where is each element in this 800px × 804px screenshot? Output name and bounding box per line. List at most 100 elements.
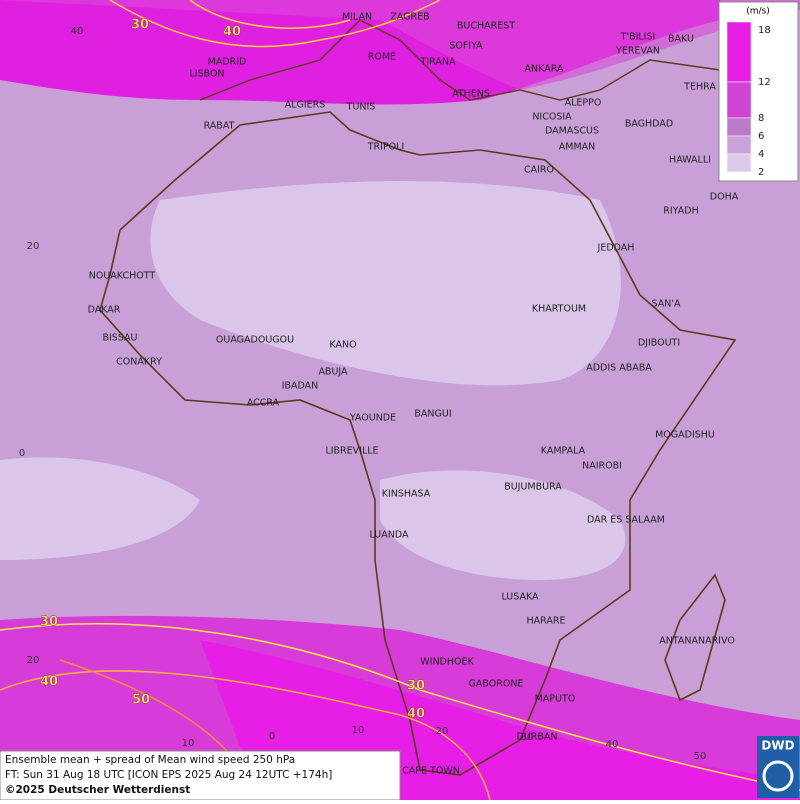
longitude-label: 0 [269,731,275,742]
city-label: ALEPPO [565,98,602,109]
legend-label: 2 [758,167,764,178]
legend-unit: (m/s) [746,7,770,17]
legend: (m/s) 18 12 8 6 4 2 [718,1,799,182]
city-label: ANKARA [525,64,564,75]
city-label: YAOUNDE [349,413,396,424]
legend-label: 6 [758,131,764,142]
latitude-label: 20 [27,241,40,252]
city-label: BAGHDAD [625,119,673,130]
city-label: BISSAU [102,333,137,344]
city-label: ABUJA [318,367,348,378]
city-label: RABAT [204,121,235,132]
city-label: ACCRA [247,398,280,409]
contour-label: 40 [407,707,425,722]
contour-label: 30 [131,18,149,33]
city-label: ADDIS ABABA [586,363,652,374]
logo: DWD [761,739,794,753]
city-label: WINDHOEK [420,657,474,668]
contour-label: 30 [407,679,425,694]
city-label: MADRID [208,57,247,68]
city-label: ANTANANARIVO [659,636,735,647]
legend-label: 12 [758,77,771,88]
legend-items: 18 12 8 6 4 2 [726,21,771,178]
city-label: LUSAKA [501,592,539,603]
legend-swatch [726,21,752,83]
city-label: HAWALLI [669,155,711,166]
city-label: BUJUMBURA [504,482,562,493]
coastline [199,19,721,101]
city-label: NAIROBI [582,461,622,472]
contour-line [109,0,441,48]
city-label: KHARTOUM [532,304,586,315]
longitude-label: 10 [352,725,365,736]
city-label: DURBAN [517,732,558,743]
city-label: DAKAR [88,305,121,316]
contour-line [189,0,351,29]
city-label: TUNIS [346,102,376,113]
contour-line [0,623,800,791]
city-label: TIRANA [420,57,456,68]
city-label: CAIRO [524,165,554,176]
city-label: BAKU [668,34,694,45]
city-label: DAR ES SALAAM [587,515,665,526]
coastline [664,573,726,702]
city-label: DJIBOUTI [638,338,680,349]
legend-label: 18 [758,25,771,36]
latitude-label: 0 [19,448,25,459]
city-label: MAPUTO [535,694,576,705]
legend-swatch [726,135,752,155]
footer-box [0,750,401,801]
light-zone [0,457,200,560]
city-label: LISBON [189,69,224,80]
wind-band [0,0,800,90]
footer-line: FT: Sun 31 Aug 18 UTC [ICON EPS 2025 Aug… [5,769,332,781]
contour-label: 30 [40,615,58,630]
city-label: NOUAKCHOTT [89,271,156,282]
longitude-label: 30 [521,732,534,743]
logo-icon [762,760,794,792]
city-label: T'BILISI [620,32,656,43]
city-label: TEHRA [683,82,716,93]
footer: Ensemble mean + spread of Mean wind spee… [5,754,332,796]
longitude-label: 40 [606,739,619,750]
contour-label: 50 [132,693,150,708]
city-label: ATHENS [452,89,490,100]
labels: MILAN ZAGREB BUCHAREST T'BILISI BAKU SOFIYA YE… [19,12,739,777]
city-label: TRIPOLI [367,142,405,153]
city-label: ROME [368,52,396,63]
contour-line [0,670,491,801]
city-label: SOFIYA [449,41,483,52]
city-label: JEDDAH [597,243,635,254]
city-label: NICOSIA [532,112,572,123]
city-label: MILAN [342,12,372,23]
longitude-label: 10 [182,738,195,749]
city-label: KINSHASA [382,489,431,500]
legend-swatch [726,81,752,119]
city-label: AMMAN [559,142,596,153]
city-label: HARARE [527,616,566,627]
city-label: KANO [329,340,356,351]
light-zone [380,470,626,580]
legend-swatch [726,117,752,137]
city-label: RIYADH [663,206,698,217]
legend-label: 4 [758,149,764,160]
latitude-label: 40 [71,26,84,37]
legend-swatch [726,153,752,173]
city-label: ALGIERS [285,100,326,111]
city-label: BUCHAREST [457,21,515,32]
city-label: GABORONE [469,679,524,690]
latitude-label: 20 [27,655,40,666]
city-label: SAN'A [652,299,681,310]
longitude-label: 20 [436,726,449,737]
contour-label: 40 [223,25,241,40]
contour-label: 40 [40,675,58,690]
footer-line: Ensemble mean + spread of Mean wind spee… [5,754,295,766]
light-zone [150,181,621,386]
coastline [99,111,737,776]
city-label: DOHA [710,192,739,203]
city-label: DAMASCUS [545,126,599,137]
city-label: LUANDA [369,530,409,541]
city-label: ZAGREB [390,12,429,23]
city-label: BANGUI [414,409,451,420]
